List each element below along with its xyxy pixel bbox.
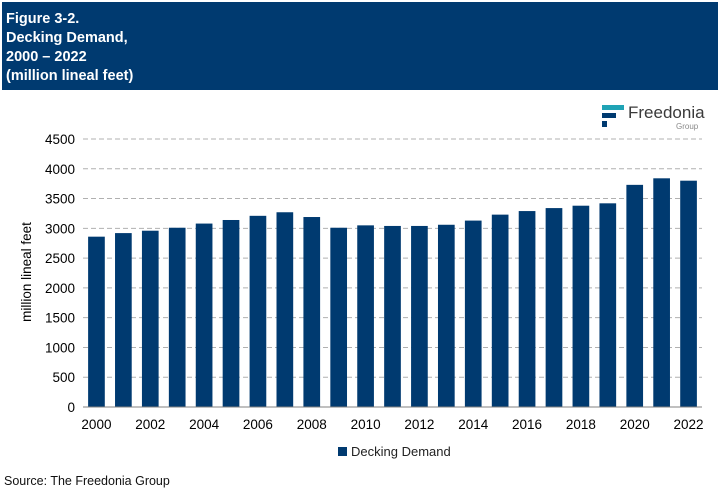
bar-2020 (626, 184, 644, 407)
x-tick-label: 2004 (189, 417, 220, 432)
legend-label: Decking Demand (351, 444, 451, 459)
y-tick-label: 1000 (45, 340, 75, 355)
bar-2011 (384, 225, 401, 407)
bar-2017 (545, 208, 563, 407)
y-tick-label: 0 (67, 400, 75, 415)
bar-2008 (303, 217, 321, 407)
x-tick-label: 2020 (620, 417, 650, 432)
x-tick-label: 2006 (243, 417, 273, 432)
bar-2013 (437, 224, 455, 407)
figure-units: (million lineal feet) (6, 68, 134, 84)
x-tick-label: 2022 (674, 417, 704, 432)
bar-2003 (168, 227, 186, 407)
logo-name: Freedonia (628, 103, 705, 122)
bar-2004 (195, 223, 213, 407)
x-tick-label: 2014 (458, 417, 489, 432)
bar-2018 (572, 205, 590, 407)
bar-2006 (249, 215, 267, 407)
freedonia-logo-icon (602, 105, 624, 127)
bar-2001 (115, 233, 132, 407)
bar-2015 (491, 214, 509, 407)
x-tick-label: 2016 (512, 417, 542, 432)
bar-2021 (653, 178, 670, 407)
source-note: Source: The Freedonia Group (4, 474, 170, 488)
y-tick-label: 4000 (45, 162, 75, 177)
x-tick-label: 2018 (566, 417, 596, 432)
y-tick-label: 1500 (45, 311, 75, 326)
y-tick-label: 2000 (45, 281, 75, 296)
legend-swatch (338, 447, 347, 456)
figure-header: Figure 3-2. Decking Demand, 2000 – 2022 … (2, 2, 718, 90)
y-tick-label: 500 (52, 370, 75, 385)
bar-2009 (330, 227, 348, 407)
decking-demand-chart: 0 500 1000 1500 2000 2500 3000 3500 4000 4500 2000… (19, 132, 704, 459)
bars-layer (88, 178, 697, 407)
x-tick-label: 2010 (351, 417, 381, 432)
logo-sub: Group (676, 122, 699, 131)
bar-2022 (680, 180, 697, 407)
bar-2007 (276, 212, 294, 407)
x-tick-label: 2008 (297, 417, 327, 432)
bar-2019 (599, 203, 617, 407)
bar-2014 (464, 220, 482, 407)
y-tick-label: 3500 (45, 192, 75, 207)
bar-2012 (411, 225, 428, 407)
x-tick-label: 2002 (135, 417, 165, 432)
x-tick-label: 2012 (404, 417, 434, 432)
figure-title: Decking Demand, (6, 30, 128, 46)
bar-2000 (88, 236, 105, 407)
y-axis-label: million lineal feet (19, 222, 34, 322)
y-tick-label: 4500 (45, 132, 75, 147)
x-tick-label: 2000 (81, 417, 111, 432)
bar-2016 (518, 211, 536, 407)
bar-2005 (222, 219, 240, 407)
bar-2002 (141, 230, 159, 407)
axis-layer: 0 500 1000 1500 2000 2500 3000 3500 4000 4500 2000… (45, 132, 704, 432)
bar-2010 (357, 225, 374, 407)
y-tick-label: 3000 (45, 221, 75, 236)
legend: Decking Demand (338, 444, 451, 459)
figure-years: 2000 – 2022 (6, 49, 87, 65)
figure-number: Figure 3-2. (6, 11, 80, 27)
grid-layer (83, 138, 702, 378)
y-tick-label: 2500 (45, 251, 75, 266)
freedonia-logo: Freedonia Group (602, 101, 712, 131)
